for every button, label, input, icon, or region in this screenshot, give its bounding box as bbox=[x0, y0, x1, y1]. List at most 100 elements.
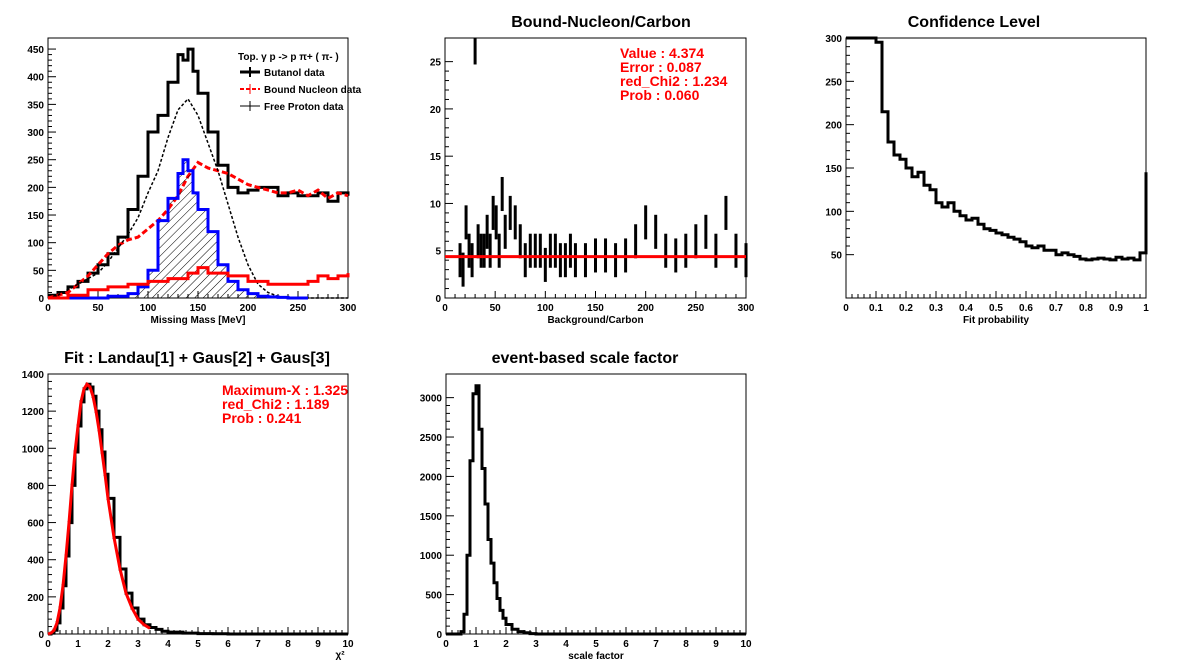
series-line-0 bbox=[446, 384, 746, 636]
series-line-4 bbox=[48, 266, 350, 300]
series-line-3 bbox=[48, 158, 308, 300]
x-tick-label: 1 bbox=[473, 639, 479, 650]
chart-title: Bound-Nucleon/Carbon bbox=[511, 14, 691, 31]
x-tick-label: 3 bbox=[135, 639, 141, 650]
x-tick-label: 10 bbox=[342, 639, 354, 650]
y-tick-label: 0 bbox=[38, 294, 44, 305]
x-tick-label: 3 bbox=[533, 639, 539, 650]
y-tick-label: 2500 bbox=[420, 433, 443, 444]
y-tick-label: 300 bbox=[27, 128, 44, 139]
fit-annotation: Maximum-X : 1.325 bbox=[222, 382, 348, 398]
y-tick-label: 200 bbox=[27, 183, 44, 194]
y-tick-label: 1000 bbox=[420, 551, 443, 562]
x-tick-label: 4 bbox=[165, 639, 171, 650]
x-tick-label: 250 bbox=[290, 303, 307, 314]
y-tick-label: 2000 bbox=[420, 472, 443, 483]
x-tick-label: 5 bbox=[195, 639, 201, 650]
x-tick-label: 5 bbox=[593, 639, 599, 650]
y-tick-label: 1400 bbox=[22, 370, 45, 381]
x-tick-label: 7 bbox=[653, 639, 659, 650]
x-tick-label: 0.8 bbox=[1079, 303, 1093, 314]
x-tick-label: 150 bbox=[190, 303, 207, 314]
y-tick-label: 500 bbox=[425, 591, 442, 602]
y-tick-label: 50 bbox=[831, 251, 843, 262]
chart-title: event-based scale factor bbox=[492, 350, 679, 367]
plot-frame bbox=[445, 373, 747, 635]
chart-title: Fit : Landau[1] + Gaus[2] + Gaus[3] bbox=[64, 350, 330, 367]
x-tick-label: 0 bbox=[45, 303, 51, 314]
panel-bound_nucleon_carbon: 0 50 100 150 200 250 300 0 5 10 15 20 25 Background/C… bbox=[430, 14, 755, 326]
x-tick-label: 7 bbox=[255, 639, 261, 650]
fit-annotation: red_Chi2 : 1.189 bbox=[222, 396, 330, 412]
y-tick-label: 10 bbox=[430, 199, 442, 210]
x-tick-label: 6 bbox=[623, 639, 629, 650]
legend-entry: Bound Nucleon data bbox=[264, 85, 362, 96]
x-axis-label: χ² bbox=[335, 650, 345, 661]
panel-landau_gaus_fit: 0 1 2 3 4 5 6 7 8 9 10 0 200 400 600 800 1000 1200 1400 χ² F… bbox=[22, 350, 354, 661]
y-tick-label: 400 bbox=[27, 73, 44, 84]
y-tick-label: 200 bbox=[27, 593, 44, 604]
y-tick-label: 3000 bbox=[420, 394, 443, 405]
x-tick-label: 300 bbox=[738, 303, 755, 314]
x-tick-label: 0 bbox=[843, 303, 849, 314]
x-tick-label: 1 bbox=[1143, 303, 1149, 314]
x-tick-label: 6 bbox=[225, 639, 231, 650]
fit-annotation: Value : 4.374 bbox=[620, 45, 704, 61]
y-tick-label: 800 bbox=[27, 481, 44, 492]
y-tick-label: 600 bbox=[27, 519, 44, 530]
fit-annotation: Error : 0.087 bbox=[620, 59, 702, 75]
x-tick-label: 0.6 bbox=[1019, 303, 1033, 314]
y-tick-label: 1000 bbox=[22, 444, 45, 455]
x-tick-label: 50 bbox=[92, 303, 104, 314]
x-axis-label: Background/Carbon bbox=[547, 315, 643, 326]
series-line-1 bbox=[47, 160, 349, 300]
series-fill bbox=[48, 159, 308, 298]
x-tick-label: 0.5 bbox=[989, 303, 1003, 314]
x-tick-label: 250 bbox=[687, 303, 704, 314]
x-tick-label: 8 bbox=[285, 639, 291, 650]
x-tick-label: 0 bbox=[45, 639, 51, 650]
y-tick-label: 0 bbox=[38, 630, 44, 641]
x-tick-label: 0.1 bbox=[869, 303, 883, 314]
plot-frame bbox=[47, 373, 349, 635]
x-tick-label: 100 bbox=[140, 303, 157, 314]
fit-annotation: Prob : 0.241 bbox=[222, 410, 302, 426]
x-tick-label: 200 bbox=[637, 303, 654, 314]
x-tick-label: 300 bbox=[340, 303, 357, 314]
legend-entry: Butanol data bbox=[264, 68, 325, 79]
y-tick-label: 250 bbox=[825, 77, 842, 88]
y-tick-label: 1500 bbox=[420, 512, 443, 523]
x-axis-label: scale factor bbox=[568, 651, 624, 662]
panel-missing_mass: 0 50 100 150 200 250 300 0 50 100 150 200 250 300 350 4… bbox=[27, 37, 362, 326]
x-tick-label: 9 bbox=[315, 639, 321, 650]
x-tick-label: 0.3 bbox=[929, 303, 943, 314]
x-tick-label: 0.4 bbox=[959, 303, 973, 314]
legend-title: Top. γ p -> p π+ ( π- ) bbox=[238, 52, 339, 63]
x-tick-label: 1 bbox=[75, 639, 81, 650]
series-line-0 bbox=[846, 36, 1148, 262]
y-tick-label: 300 bbox=[825, 34, 842, 45]
x-tick-label: 10 bbox=[740, 639, 752, 650]
y-tick-label: 400 bbox=[27, 556, 44, 567]
y-tick-label: 100 bbox=[27, 239, 44, 250]
series-line-1 bbox=[47, 381, 151, 636]
y-tick-label: 250 bbox=[27, 156, 44, 167]
y-tick-label: 15 bbox=[430, 152, 442, 163]
y-tick-label: 0 bbox=[435, 294, 441, 305]
x-tick-label: 8 bbox=[683, 639, 689, 650]
legend-entry: Free Proton data bbox=[264, 102, 344, 113]
x-tick-label: 150 bbox=[587, 303, 604, 314]
x-tick-label: 200 bbox=[240, 303, 257, 314]
y-tick-label: 100 bbox=[825, 207, 842, 218]
x-tick-label: 0.9 bbox=[1109, 303, 1123, 314]
x-tick-label: 4 bbox=[563, 639, 569, 650]
fit-annotation: red_Chi2 : 1.234 bbox=[620, 73, 728, 89]
y-tick-label: 5 bbox=[435, 247, 441, 258]
y-tick-label: 350 bbox=[27, 100, 44, 111]
chart-title: Confidence Level bbox=[908, 14, 1040, 31]
y-tick-label: 25 bbox=[430, 58, 442, 69]
y-tick-label: 20 bbox=[430, 105, 442, 116]
y-tick-label: 1200 bbox=[22, 407, 45, 418]
fit-annotation: Prob : 0.060 bbox=[620, 87, 700, 103]
panel-scale_factor: 0 1 2 3 4 5 6 7 8 9 10 0 500 1000 1500 2000 2500 3000 scal… bbox=[420, 350, 752, 662]
